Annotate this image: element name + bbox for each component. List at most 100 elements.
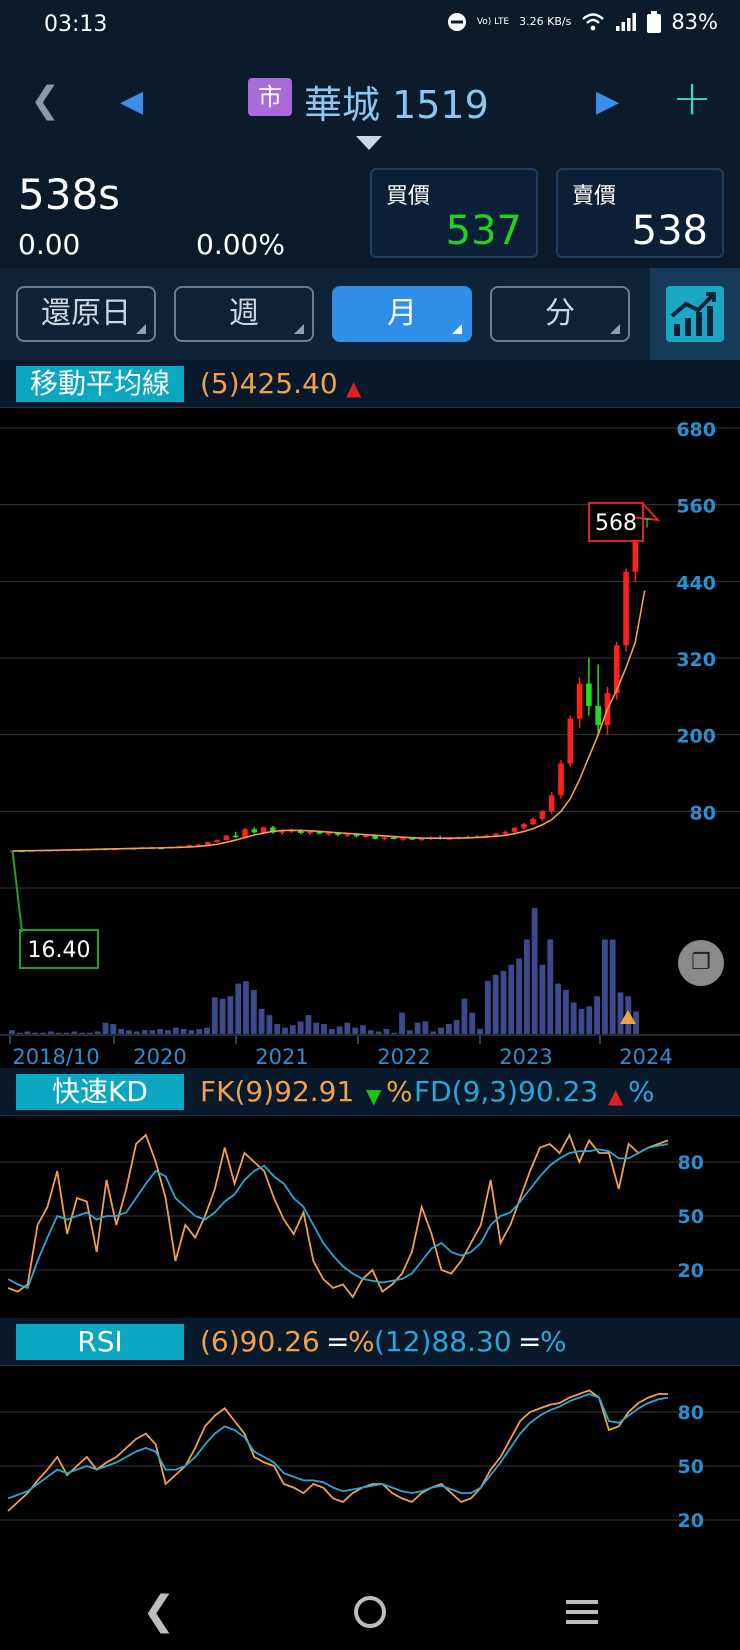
candle-body — [9, 850, 16, 853]
high-leader — [635, 503, 661, 522]
price-chart[interactable]: 80 200 320 440 560 680 568 T 16.40 2018/10 2020 202… — [0, 408, 740, 1068]
kd-tag[interactable]: 快速KD — [16, 1074, 184, 1110]
x-tick-label: 2024 — [619, 1045, 672, 1068]
volume-bar — [235, 983, 242, 1034]
volume-bar — [297, 1021, 304, 1034]
rsi-chart[interactable]: 20 50 80 — [0, 1366, 740, 1570]
candle-body — [316, 831, 323, 834]
kd-fd-unit: % — [628, 1075, 655, 1108]
volume-bar — [266, 1015, 273, 1034]
ma-value: (5)425.40 — [200, 367, 338, 400]
volume-bar — [391, 1032, 398, 1034]
candle-body — [205, 842, 211, 845]
period-button-daily-adjusted[interactable]: 還原日 — [16, 286, 156, 342]
prev-triangle-icon[interactable]: ◀ — [120, 84, 144, 119]
candle-body — [418, 838, 425, 841]
volume-bar — [344, 1022, 351, 1034]
nav-menu-icon[interactable] — [564, 1598, 600, 1626]
volume-bar — [133, 1031, 140, 1034]
x-tick-label: 2020 — [133, 1045, 186, 1068]
candle-body — [632, 523, 639, 572]
status-bar: 03:13 Vo) LTE 3.26 KB/s 83% — [0, 0, 740, 56]
candle-body — [530, 819, 536, 825]
kd-fk-unit: % — [386, 1075, 413, 1108]
volume-bar — [414, 1022, 421, 1034]
candle-body — [372, 835, 378, 839]
volume-bar — [375, 1031, 382, 1034]
period-button-minute[interactable]: 分 — [490, 286, 630, 342]
kd-fd-up-arrow-icon: ▲ — [608, 1084, 624, 1108]
nav-home-icon[interactable] — [352, 1594, 388, 1630]
chart-type-toggle[interactable] — [650, 268, 740, 360]
candle-body — [363, 835, 369, 838]
volume-bar — [422, 1021, 429, 1034]
ask-box[interactable]: 賣價 538 — [556, 168, 724, 258]
candle-body — [260, 827, 267, 833]
period-button-weekly[interactable]: 週 — [174, 286, 314, 342]
volume-bar — [586, 1006, 593, 1034]
volume-bar — [406, 1030, 413, 1034]
candle-body — [353, 834, 360, 837]
y-tick-label: 80 — [690, 802, 716, 824]
candle-body — [307, 831, 313, 834]
volume-bar — [328, 1028, 335, 1034]
kd-chart[interactable]: 20 50 80 — [0, 1116, 740, 1318]
candle-body — [576, 683, 583, 719]
x-tick-label: 2018/10 — [12, 1045, 99, 1068]
candle-body — [493, 833, 499, 836]
candle-body — [558, 763, 564, 796]
candle-body — [567, 718, 574, 764]
volume-bar — [102, 1022, 109, 1034]
candle-body — [623, 571, 629, 646]
stock-title[interactable]: 華城 1519 — [304, 83, 489, 127]
volte-indicator: Vo) LTE — [476, 17, 510, 27]
rsi-header: RSI (6)90.26 = % (12)88.30 = % — [0, 1318, 740, 1366]
period-label: 週 — [229, 296, 259, 331]
battery-percent: 83% — [671, 10, 718, 34]
candle-body — [195, 844, 202, 847]
volume-bar — [211, 997, 218, 1034]
corner-triangle-icon — [610, 324, 620, 334]
y-tick-label: 200 — [676, 726, 716, 748]
period-label: 月 — [387, 296, 417, 331]
rsi-tag[interactable]: RSI — [16, 1324, 184, 1360]
volume-bar — [492, 974, 499, 1034]
volume-bar — [110, 1023, 117, 1034]
copy-icon[interactable]: ❐ — [678, 940, 724, 986]
x-tick-label: 2023 — [499, 1045, 552, 1068]
corner-triangle-icon — [294, 324, 304, 334]
back-icon[interactable]: ❮ — [30, 80, 61, 121]
y-tick-label: 20 — [678, 1260, 704, 1282]
volume-bar — [274, 1023, 281, 1034]
volume-bar — [523, 939, 530, 1034]
volume-bar — [204, 1027, 210, 1034]
price-change-percent: 0.00% — [196, 228, 285, 261]
volume-bar — [9, 1030, 15, 1034]
battery-icon — [647, 11, 662, 33]
ma-header: 移動平均線 (5)425.40 ▲ — [0, 360, 740, 408]
period-button-monthly[interactable]: 月 — [332, 286, 472, 342]
dnd-icon — [447, 13, 466, 31]
volume-bar — [453, 1020, 460, 1034]
candle-body — [251, 829, 258, 833]
volume-bar — [367, 1030, 374, 1034]
volume-bar — [383, 1028, 390, 1034]
event-triangle-icon — [620, 1010, 636, 1024]
candle-body — [595, 705, 601, 726]
bid-box[interactable]: 買價 537 — [370, 168, 538, 258]
y-tick-label: 50 — [678, 1206, 704, 1228]
candle-body — [539, 811, 546, 819]
candle-body — [521, 824, 527, 828]
next-triangle-icon[interactable]: ▶ — [596, 84, 620, 119]
plus-icon[interactable]: + — [672, 70, 713, 126]
net-speed: 3.26 KB/s — [519, 15, 572, 28]
volume-bar — [633, 1011, 639, 1034]
nav-back-icon[interactable]: ❮ — [142, 1588, 176, 1634]
candle-body — [344, 834, 351, 836]
ma-tag[interactable]: 移動平均線 — [16, 366, 184, 402]
volume-bar — [555, 983, 561, 1034]
candle-body — [381, 837, 388, 840]
dropdown-caret-icon[interactable] — [356, 136, 382, 150]
rsi-12-unit: % — [540, 1325, 567, 1358]
bid-label: 買價 — [386, 184, 431, 209]
